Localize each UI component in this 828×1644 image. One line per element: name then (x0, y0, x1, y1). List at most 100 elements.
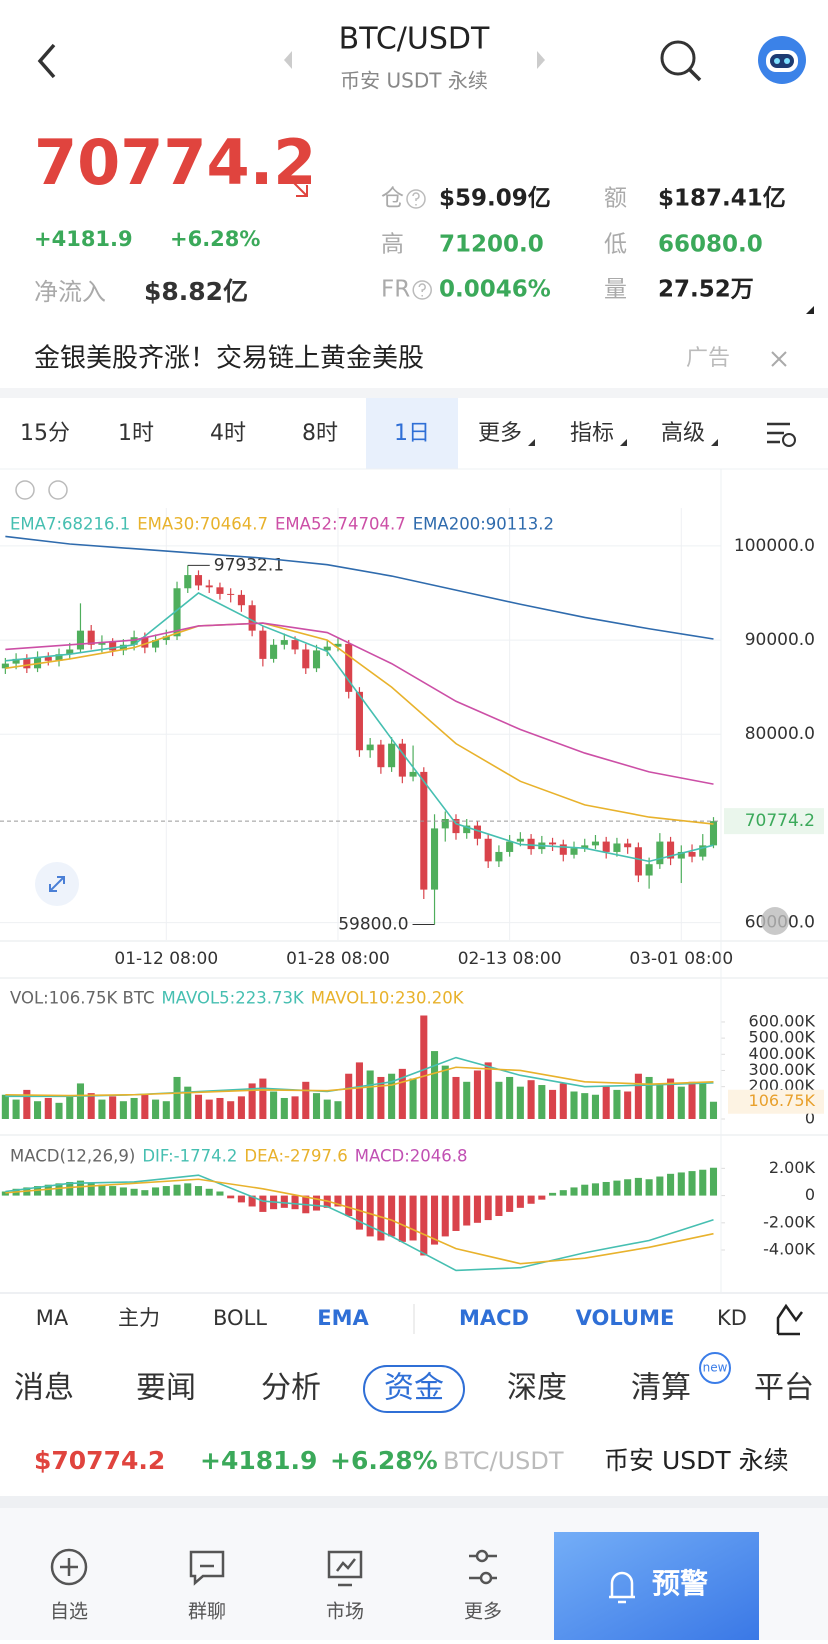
news-tab[interactable]: 平台 (754, 1371, 814, 1406)
bar (463, 1195, 471, 1226)
interval-tab[interactable]: 高级 (661, 421, 705, 446)
bar (420, 1195, 428, 1256)
stat-label: 仓 (381, 186, 404, 212)
bar (430, 1195, 439, 1245)
bar (237, 1195, 245, 1203)
divider (0, 1496, 828, 1508)
bar (334, 1195, 342, 1207)
expand-corner[interactable] (806, 306, 814, 314)
candle-body (237, 594, 245, 606)
candle-body (152, 640, 160, 648)
news-tab[interactable]: 分析 (261, 1371, 321, 1406)
divider (0, 388, 828, 398)
interval-bar: 15分 1时 4时 8时 1日 更多 指标 高级 (20, 398, 705, 469)
alert-label[interactable]: 预警 (652, 1567, 708, 1600)
nav-label[interactable]: 市场 (326, 1601, 364, 1623)
candle-body (173, 588, 181, 637)
stat-label: 低 (604, 232, 627, 258)
bar (709, 1167, 718, 1196)
legend-entry: MAVOL5:223.73K (162, 989, 305, 1008)
candle-body (270, 644, 278, 659)
candle-body (55, 654, 63, 661)
bar (237, 1096, 245, 1119)
banner-close[interactable] (771, 351, 787, 367)
bar (270, 1091, 278, 1119)
interval-active-bg (366, 398, 458, 469)
bar (538, 1195, 546, 1200)
bar (495, 1081, 503, 1119)
indicator-tab[interactable]: EMA (317, 1306, 369, 1330)
bar (280, 1097, 288, 1119)
bar (152, 1187, 160, 1196)
interval-tab[interactable]: 15分 (20, 421, 70, 446)
candle-body (388, 743, 396, 768)
news-tab[interactable]: 消息 (14, 1371, 74, 1406)
bar (366, 1070, 374, 1119)
bar (506, 1076, 514, 1119)
nav-label[interactable]: 更多 (464, 1601, 502, 1623)
interval-tab[interactable]: 指标 (570, 421, 614, 446)
chart-settings[interactable] (767, 422, 796, 447)
nav-icon (50, 1548, 497, 1587)
indicator-tab[interactable]: BOLL (213, 1306, 267, 1330)
last-price-label: 70774.2 (745, 811, 815, 831)
y-tick-label: -2.00K (763, 1212, 815, 1231)
news-tab[interactable]: 要闻 (136, 1371, 196, 1406)
draw-tool[interactable] (758, 1296, 828, 1342)
bar (55, 1183, 63, 1196)
collapse-icon[interactable] (15, 480, 35, 500)
y-tick-label: 80000.0 (745, 724, 815, 744)
avatar[interactable] (758, 36, 806, 84)
bar (1, 1094, 9, 1119)
scroll-button[interactable] (761, 907, 789, 935)
bar (656, 1083, 664, 1119)
indicator-tab[interactable]: KD (717, 1306, 747, 1330)
interval-tab[interactable]: 1时 (118, 421, 154, 446)
legend-entry: VOL:106.75K BTC (10, 989, 155, 1008)
bar (538, 1085, 546, 1119)
news-tab[interactable]: 清算 (631, 1371, 691, 1406)
candle-body (420, 771, 428, 890)
bar (570, 1187, 578, 1196)
candle-body (645, 864, 653, 876)
indicator-tab[interactable]: VOLUME (576, 1306, 675, 1330)
bar (302, 1081, 310, 1119)
legend-entry: DIF:-1774.2 (142, 1147, 237, 1166)
interval-tab[interactable]: 1日 (394, 421, 430, 446)
bar (559, 1083, 567, 1119)
bar (559, 1190, 567, 1196)
bar (602, 1086, 610, 1119)
indicator-tab[interactable]: MA (36, 1306, 69, 1330)
interval-tab[interactable]: 8时 (302, 421, 338, 446)
nav-label[interactable]: 群聊 (188, 1601, 226, 1623)
indicator-tab[interactable]: 主力 (118, 1306, 160, 1330)
bar (312, 1195, 321, 1211)
x-tick-label: 02-13 08:00 (458, 949, 562, 969)
expand-chart[interactable] (35, 862, 79, 906)
footer-pair: BTC/USDT (443, 1447, 564, 1475)
interval-tab[interactable]: 4时 (210, 421, 246, 446)
prev-pair[interactable] (284, 51, 292, 69)
bar (280, 1195, 288, 1208)
nav-label[interactable]: 自选 (50, 1601, 88, 1623)
bar (227, 1195, 235, 1199)
back-button[interactable] (37, 43, 56, 79)
search-button[interactable] (660, 40, 702, 82)
indicator-tab[interactable]: MACD (459, 1306, 529, 1330)
settings-icon[interactable] (48, 480, 68, 500)
alert-button[interactable] (554, 1532, 759, 1640)
banner-text[interactable]: 金银美股齐涨！交易链上黄金美股 (34, 344, 424, 374)
next-pair[interactable] (537, 51, 545, 69)
candle-body (34, 657, 42, 669)
y-tick-label: 300.00K (749, 1060, 816, 1079)
news-tab[interactable]: 深度 (507, 1371, 567, 1406)
candle-body (216, 587, 224, 594)
bar (44, 1097, 52, 1119)
legend-entry: EMA52:74704.7 (275, 515, 406, 534)
candle-body (398, 743, 406, 777)
news-tab[interactable]: 资金 (384, 1371, 444, 1406)
bar (312, 1093, 321, 1119)
bar (109, 1186, 117, 1196)
interval-tab[interactable]: 更多 (478, 421, 522, 446)
bar (506, 1195, 514, 1212)
